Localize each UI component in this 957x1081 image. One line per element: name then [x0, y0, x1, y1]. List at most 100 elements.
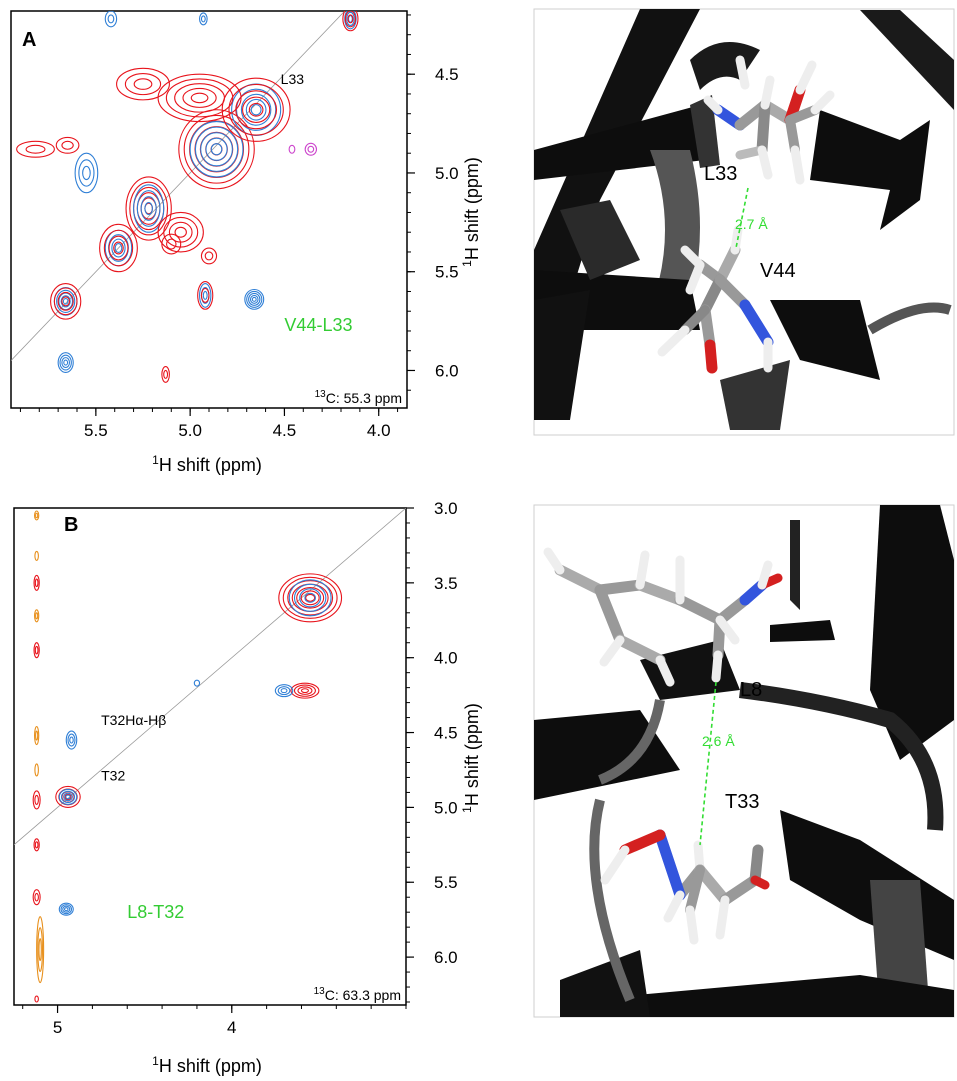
y-axis-label: 1H shift (ppm) [460, 703, 482, 813]
contour-peak [221, 77, 291, 142]
contour-peak [245, 98, 267, 121]
beta-strand [810, 110, 930, 230]
y-tick-label: 4.5 [434, 724, 458, 743]
contour-peak [57, 291, 74, 311]
beta-strand [650, 150, 700, 310]
carbon-shift-text: C: 63.3 ppm [325, 987, 401, 1003]
contour-peak [61, 140, 74, 150]
contour-peak [34, 794, 39, 805]
contour-peak [34, 645, 39, 655]
contour-peak [161, 365, 170, 383]
contour-peak [287, 580, 334, 616]
residue-label: V44 [760, 260, 796, 282]
superscript: 1 [460, 260, 474, 267]
contour-peak [205, 137, 228, 161]
contour-peak [111, 238, 126, 258]
contour-peak [288, 579, 332, 617]
superscript: 13 [315, 389, 327, 400]
contour-peak [58, 292, 74, 311]
beta-strand [690, 95, 720, 168]
diagonal-line [14, 508, 406, 846]
loop [739, 682, 944, 831]
contour-peak [344, 11, 357, 30]
beta-strand [560, 200, 640, 280]
contour-peak [50, 283, 82, 320]
contour-peak [189, 121, 244, 178]
contour-peak [194, 126, 239, 172]
contour-peak [200, 287, 210, 303]
contour-peak [34, 578, 39, 588]
contour-peak [63, 359, 69, 366]
contour-peak [200, 247, 218, 265]
contour-layer [11, 11, 359, 383]
contour-peak [62, 905, 71, 913]
contour-peak [34, 510, 40, 521]
contour-peak [129, 181, 169, 236]
residue-label: T33 [725, 791, 759, 813]
contour-peak [108, 235, 129, 261]
contour-peak [178, 109, 255, 190]
contour-peak [347, 15, 353, 23]
contour-peak [300, 688, 309, 694]
y-tick-label: 5.5 [434, 873, 458, 892]
contour-peak [144, 202, 153, 215]
peak-label: T32Hα-Hβ [101, 712, 166, 728]
contour-peak [157, 73, 242, 123]
beta-strand [534, 270, 700, 360]
contour-peak [35, 612, 39, 620]
contour-peak [114, 243, 123, 254]
contour-peak [60, 904, 73, 915]
contour-peak [249, 294, 259, 304]
superscript: 1 [460, 806, 474, 813]
contour-peak [56, 289, 76, 313]
beta-strand [790, 520, 800, 610]
x-tick-label: 4.0 [367, 421, 391, 440]
contour-peak [64, 793, 72, 801]
contour-peak [34, 892, 39, 902]
contour-peak [193, 679, 201, 687]
contour-peak [299, 588, 322, 608]
contour-peak [200, 132, 233, 167]
contour-peak [182, 87, 217, 108]
contour-peak [104, 11, 118, 28]
contour-peak [34, 841, 39, 849]
contour-peak [58, 902, 74, 916]
contour-peak [99, 223, 138, 273]
contour-peak [304, 142, 318, 156]
beta-strand [534, 710, 680, 800]
contour-peak [297, 686, 313, 695]
contour-peak [33, 642, 40, 659]
peak-label: V44-L33 [284, 315, 352, 335]
contour-peak [63, 907, 69, 912]
contour-peak [32, 790, 41, 810]
contour-peak [35, 730, 39, 741]
contour-peak [342, 11, 359, 32]
loop [867, 302, 952, 335]
carbon-shift-label: 13C: 55.3 ppm [315, 389, 402, 406]
contour-peak [246, 290, 263, 308]
contour-peak [307, 145, 315, 153]
spectrum-panel-a: 5.5 5.0 4.5 4.0 4.5 5.0 5.5 6.0 A L33 V44-L33 1… [10, 10, 482, 475]
contour-peak [34, 726, 40, 746]
contour-peak [35, 512, 39, 519]
peak-label: L8-T32 [127, 902, 184, 922]
contour-peak [166, 238, 177, 250]
contour-peak [293, 684, 316, 697]
x-axis-label: 1H shift (ppm) [152, 453, 262, 475]
contour-peak [248, 102, 264, 117]
y-tick-label: 5.0 [435, 164, 459, 183]
x-tick-label: 4 [227, 1018, 236, 1037]
y-tick-label: 5.0 [434, 798, 458, 817]
contour-peak [136, 190, 161, 227]
beta-strand [690, 42, 760, 90]
contour-peak [33, 574, 40, 591]
contour-peak [346, 11, 355, 27]
structure-panel-bottom: L8 2.6 Å T33 [533, 504, 955, 1018]
y-tick-label: 6.0 [435, 361, 459, 380]
spectrum-panel-b: 5 4 3.0 3.5 4.0 4.5 5.0 5.5 6.0 B T32Hα-Hβ T32 L… [13, 499, 482, 1076]
residue-t33 [600, 829, 770, 945]
contour-peak [55, 785, 81, 808]
y-axis-label: 1H shift (ppm) [460, 157, 482, 267]
distance-label: 2.6 Å [702, 733, 735, 749]
beta-strand [534, 290, 590, 420]
